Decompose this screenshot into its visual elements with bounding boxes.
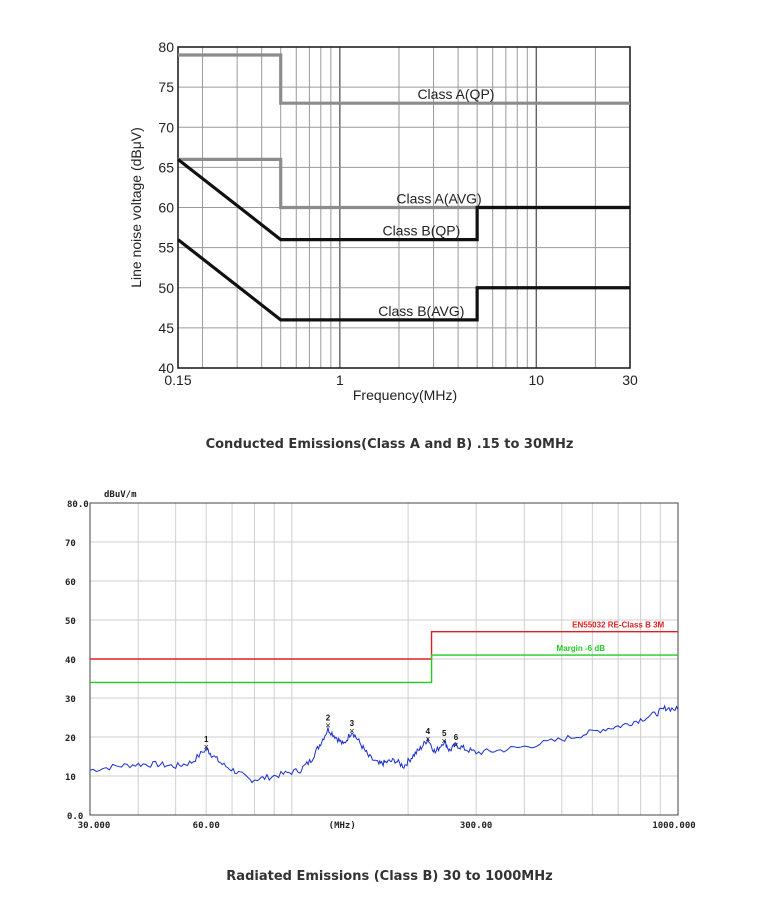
y-tick-label: 60: [65, 578, 76, 588]
y-tick-label: 45: [158, 320, 174, 336]
peak-marker-x: ×: [442, 736, 447, 746]
x-tick-label: 1000.000: [652, 821, 695, 831]
y-tick-label: 80.0: [67, 500, 89, 510]
series-label: Class A(QP): [417, 86, 494, 102]
margin-label: Margin -6 dB: [557, 644, 606, 653]
series-label: Class B(AVG): [378, 303, 464, 319]
y-tick-label: 10: [65, 773, 76, 783]
x-tick-label: (MHz): [329, 821, 356, 831]
peak-marker-x: ×: [349, 726, 354, 736]
peak-marker-label: 2: [326, 713, 331, 722]
y-tick-label: 30: [65, 695, 76, 705]
peak-marker-label: 1: [204, 735, 209, 744]
x-tick-label: 1: [336, 372, 344, 388]
limit-line: [90, 630, 678, 660]
y-axis-label: dBuV/m: [104, 490, 137, 500]
limit-line: [90, 654, 678, 684]
y-tick-label: 20: [65, 734, 76, 744]
peak-marker-x: ×: [425, 734, 430, 744]
y-tick-label: 80: [158, 39, 174, 55]
y-tick-label: 65: [158, 159, 174, 175]
y-tick-label: 40: [65, 656, 76, 666]
series-line: [177, 238, 630, 322]
conducted-chart-caption: Conducted Emissions(Class A and B) .15 t…: [205, 437, 574, 452]
peak-marker-x: ×: [204, 742, 209, 752]
radiated-chart-caption: Radiated Emissions (Class B) 30 to 1000M…: [226, 869, 553, 884]
peak-marker-x: ×: [325, 720, 330, 730]
series-label: Class B(QP): [382, 223, 460, 239]
y-tick-label: 40: [158, 360, 174, 376]
x-tick-label: 30: [622, 372, 638, 388]
radiated-emissions-chart: 80.0 70 60 50 40 30 20 10 0.0 dBuV/m 30.000 60.00 (M…: [65, 490, 696, 831]
x-tick-label: 30.000: [78, 821, 111, 831]
y-tick-label: 55: [158, 240, 174, 256]
y-tick-label: 50: [158, 280, 174, 296]
x-tick-label: 60.00: [193, 821, 220, 831]
limit-label: EN55032 RE-Class B 3M: [572, 621, 664, 630]
y-tick-label: 75: [158, 79, 174, 95]
x-tick-label: 300.00: [460, 821, 493, 831]
y-tick-label: 50: [65, 617, 76, 627]
x-tick-label: 0.15: [164, 372, 191, 388]
y-tick-label: 60: [158, 200, 174, 216]
peak-marker-label: 5: [442, 729, 447, 738]
series-label: Class A(AVG): [396, 191, 481, 207]
peak-marker-label: 3: [350, 719, 355, 728]
y-tick-label: 70: [158, 119, 174, 135]
y-axis-label: Line noise voltage (dBμV): [128, 127, 144, 288]
peak-marker-label: 6: [454, 733, 459, 742]
peak-marker-label: 4: [426, 727, 431, 736]
series-line: [177, 158, 630, 242]
series-line: [178, 53, 630, 105]
conducted-emissions-chart: 80 75 70 65 60 55 50 45 400.15 1 10 30 Frequency(MHz…: [128, 39, 638, 403]
y-tick-label: 70: [65, 539, 76, 549]
measured-trace: [89, 704, 679, 784]
x-axis-label: Frequency(MHz): [353, 387, 457, 403]
x-tick-label: 10: [528, 372, 544, 388]
series-line: [178, 157, 630, 210]
peak-marker-x: ×: [453, 740, 458, 750]
y-tick-label: 0.0: [67, 812, 83, 822]
